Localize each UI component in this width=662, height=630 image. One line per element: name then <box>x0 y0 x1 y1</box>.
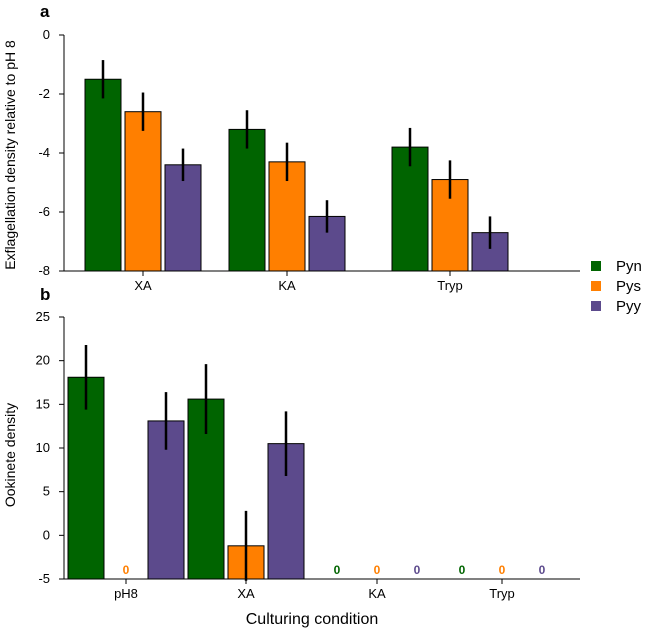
b-x-tick-label: KA <box>368 586 386 601</box>
a-bar-pyn <box>228 128 266 272</box>
legend-label-pyy: Pyy <box>616 298 642 315</box>
b-y-tick-label: 25 <box>36 309 50 324</box>
b-y-tick-label: 15 <box>36 396 50 411</box>
b-y-tick-label: -5 <box>38 571 50 586</box>
panel-b-letter: b <box>40 285 50 304</box>
legend: Pyn Pys Pyy <box>591 258 642 315</box>
b-y-tick-label: 10 <box>36 440 50 455</box>
b-x-tick-label: pH8 <box>114 586 138 601</box>
b-x-tick-label: XA <box>237 586 255 601</box>
legend-swatch-pyn <box>591 261 601 271</box>
a-x-tick-label: XA <box>134 278 152 293</box>
a-y-tick-label: -6 <box>38 204 50 219</box>
a-y-tick-label: -2 <box>38 86 50 101</box>
a-bar-pys <box>124 111 162 272</box>
a-y-tick-label: -4 <box>38 145 50 160</box>
a-bar-pyn <box>84 78 122 272</box>
b-zero-label: 0 <box>414 563 421 577</box>
panel-a-y-axis-label: Exflagellation density relative to pH 8 <box>2 40 18 270</box>
b-zero-label: 0 <box>123 563 130 577</box>
panel-a-letter: a <box>40 2 50 21</box>
b-y-tick-label: 5 <box>43 484 50 499</box>
b-y-tick-label: 0 <box>43 527 50 542</box>
b-y-tick-label: 20 <box>36 353 50 368</box>
a-bar-pyy <box>164 164 202 272</box>
b-zero-label: 0 <box>499 563 506 577</box>
b-zero-label: 0 <box>539 563 546 577</box>
legend-label-pyn: Pyn <box>616 258 642 275</box>
panel-b-x-axis-label: Culturing condition <box>246 611 379 628</box>
panel-b: b Ookinete density Culturing condition 2… <box>2 285 580 628</box>
b-zero-label: 0 <box>374 563 381 577</box>
legend-swatch-pyy <box>591 301 601 311</box>
a-x-tick-label: KA <box>278 278 296 293</box>
a-x-tick-label: Tryp <box>437 278 463 293</box>
panel-a: a Exflagellation density relative to pH … <box>2 2 580 293</box>
b-zero-label: 0 <box>459 563 466 577</box>
a-y-tick-label: 0 <box>43 27 50 42</box>
b-x-tick-label: Tryp <box>489 586 515 601</box>
b-zero-label: 0 <box>334 563 341 577</box>
legend-label-pys: Pys <box>616 278 641 295</box>
panel-b-y-axis-label: Ookinete density <box>2 403 18 507</box>
a-y-tick-label: -8 <box>38 263 50 278</box>
legend-swatch-pys <box>591 281 601 291</box>
